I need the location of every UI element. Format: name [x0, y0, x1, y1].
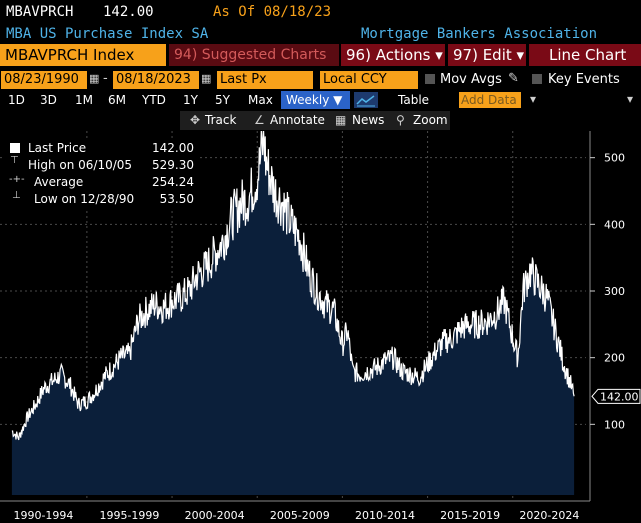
legend-last-price-label: Last Price: [28, 141, 87, 155]
key-events-label: Key Events: [548, 72, 620, 87]
legend-last-price-value: 142.00: [152, 141, 194, 155]
currency-select[interactable]: Local CCY: [320, 71, 418, 89]
period-1y-button[interactable]: 1Y: [183, 93, 198, 107]
x-tick-label: 1990-1994: [13, 509, 73, 522]
x-tick-label: 2020-2024: [519, 509, 579, 522]
last-value-label: 142.00: [600, 390, 639, 403]
ticker: MBAVPRCH: [6, 4, 74, 20]
x-tick-label: 2000-2004: [185, 509, 245, 522]
calendar-icon[interactable]: ▦: [201, 72, 212, 85]
legend-high-value: 529.30: [152, 158, 194, 172]
zoom-button[interactable]: Zoom: [413, 113, 448, 127]
pencil-icon[interactable]: ✎: [508, 71, 519, 86]
mov-avgs-label: Mov Avgs: [440, 72, 502, 87]
legend-box: Last Price 142.00 ⊤ High on 06/10/05 529…: [4, 140, 200, 210]
annotate-button[interactable]: Annotate: [270, 113, 325, 127]
legend-average-value: 254.24: [152, 175, 194, 189]
period-max-button[interactable]: Max: [248, 93, 273, 107]
security-full-name: MBA US Purchase Index SA: [6, 26, 209, 42]
annotate-icon: ∠: [254, 113, 265, 127]
edit-menu[interactable]: 97) Edit ▾: [448, 44, 526, 66]
frequency-select[interactable]: Weekly ▼: [281, 91, 350, 109]
price-area-fill: [11, 131, 575, 495]
chart-type-button[interactable]: Line Chart: [529, 44, 641, 66]
track-icon: ✥: [190, 113, 201, 127]
legend-high-label: High on 06/10/05: [28, 158, 133, 172]
y-tick-label: 100: [604, 418, 625, 431]
chart-style-icon[interactable]: [354, 92, 378, 108]
date-separator: -: [103, 71, 108, 86]
period-1m-button[interactable]: 1M: [75, 93, 93, 107]
calendar-icon[interactable]: ▦: [89, 72, 100, 85]
field-select[interactable]: Last Px: [217, 71, 313, 89]
price-line: [11, 131, 575, 441]
mov-avgs-checkbox[interactable]: [425, 74, 435, 84]
x-tick-label: 2010-2014: [355, 509, 415, 522]
add-data-input[interactable]: Add Data: [459, 92, 521, 108]
dropdown-arrow-icon[interactable]: ▾: [530, 92, 537, 106]
period-6m-button[interactable]: 6M: [108, 93, 126, 107]
high-marker-icon: ⊤: [10, 155, 19, 166]
table-button[interactable]: Table: [398, 93, 430, 107]
last-value-marker: [591, 388, 641, 404]
zoom-icon: ⚲: [396, 113, 405, 127]
x-tick-label: 1995-1999: [99, 509, 159, 522]
x-tick-label: 2015-2019: [440, 509, 500, 522]
period-ytd-button[interactable]: YTD: [142, 93, 166, 107]
key-events-checkbox[interactable]: [532, 74, 542, 84]
end-date-input[interactable]: 08/18/2023: [113, 71, 199, 89]
start-date-input[interactable]: 08/23/1990: [1, 71, 87, 89]
legend-low-value: 53.50: [159, 192, 194, 206]
last-price-swatch: [10, 143, 20, 153]
price-chart[interactable]: 100 200 300 400 500 142.00 1990-1994 1995-1999 2…: [0, 131, 641, 523]
y-tick-label: 300: [604, 285, 625, 298]
news-icon: ▦: [335, 113, 347, 127]
y-tick-label: 400: [604, 218, 625, 231]
actions-menu[interactable]: 96) Actions ▾: [341, 44, 445, 66]
period-5y-button[interactable]: 5Y: [215, 93, 230, 107]
average-marker-icon: -+-: [9, 174, 25, 185]
period-1d-button[interactable]: 1D: [8, 93, 25, 107]
x-tick-label: 2005-2009: [270, 509, 330, 522]
low-marker-icon: ⊥: [12, 190, 21, 201]
legend-low-label: Low on 12/28/90: [34, 192, 135, 206]
security-field[interactable]: MBAVPRCH Index: [0, 44, 166, 66]
legend-average-label: Average: [34, 175, 84, 189]
period-3d-button[interactable]: 3D: [40, 93, 57, 107]
y-tick-label: 200: [604, 352, 625, 365]
track-button[interactable]: Track: [205, 113, 237, 127]
news-button[interactable]: News: [352, 113, 385, 127]
price: 142.00: [103, 4, 154, 20]
as-of-date: As Of 08/18/23: [213, 4, 332, 20]
source-name: Mortgage Bankers Association: [361, 26, 598, 42]
y-tick-label: 500: [604, 152, 625, 165]
dropdown-arrow-icon[interactable]: ▾: [627, 92, 634, 106]
suggested-charts-button[interactable]: 94) Suggested Charts: [169, 44, 339, 66]
